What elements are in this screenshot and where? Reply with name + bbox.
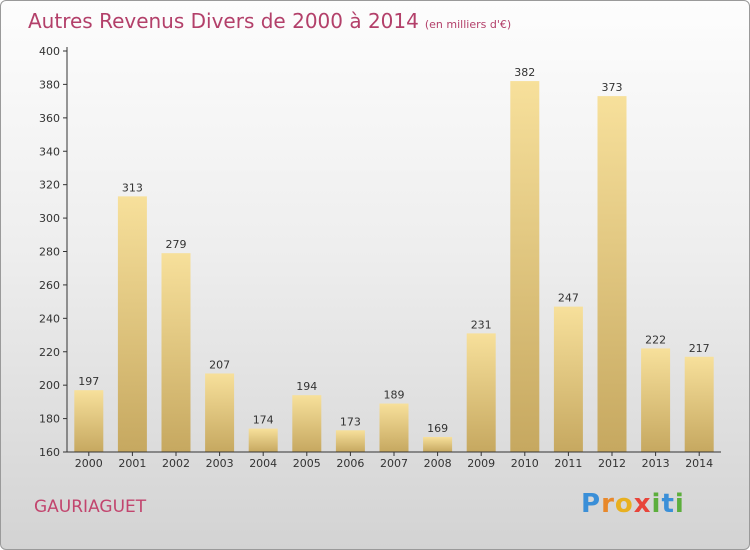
x-axis: 2000 2001 2002 2003 2004 2005 2006 2007 2008 2009… bbox=[67, 451, 721, 470]
y-tick-label: 360 bbox=[39, 112, 60, 125]
x-tick-label: 2001 bbox=[118, 457, 146, 470]
bar-value-label: 194 bbox=[296, 380, 317, 393]
x-tick-label: 2009 bbox=[467, 457, 495, 470]
bar-value-label: 174 bbox=[253, 414, 274, 427]
bar-value-label: 247 bbox=[558, 292, 579, 305]
x-tick-label: 2010 bbox=[511, 457, 539, 470]
commune-name: GAURIAGUET bbox=[34, 497, 147, 517]
bar-value-label: 197 bbox=[78, 375, 99, 388]
bar bbox=[641, 348, 671, 452]
bars: 197 313 279 207 174 194 173 189 169 231 382 247 373 2… bbox=[74, 66, 714, 453]
bar-value-label: 382 bbox=[514, 66, 535, 79]
x-tick-label: 2007 bbox=[380, 457, 408, 470]
bar-value-label: 373 bbox=[602, 81, 623, 94]
bar bbox=[684, 356, 714, 452]
bar bbox=[292, 395, 322, 452]
x-tick-label: 2011 bbox=[554, 457, 582, 470]
x-tick-label: 2012 bbox=[598, 457, 626, 470]
chart-unit: (en milliers d'€) bbox=[424, 18, 512, 31]
y-tick-label: 300 bbox=[39, 212, 60, 225]
bar bbox=[161, 253, 191, 452]
y-tick-label: 400 bbox=[39, 45, 60, 58]
x-tick-label: 2014 bbox=[685, 457, 713, 470]
bar-value-label: 189 bbox=[384, 389, 405, 402]
y-tick-label: 220 bbox=[39, 346, 60, 359]
y-tick-label: 320 bbox=[39, 179, 60, 192]
bar bbox=[379, 403, 409, 452]
y-tick-label: 200 bbox=[39, 379, 60, 392]
bar bbox=[466, 333, 496, 452]
bar bbox=[248, 428, 278, 452]
bar bbox=[335, 430, 365, 452]
bar-value-label: 313 bbox=[122, 181, 143, 194]
proxiti-logo: Proxiti bbox=[581, 489, 685, 519]
bar bbox=[597, 96, 627, 453]
bar-value-label: 217 bbox=[689, 342, 710, 355]
bar bbox=[205, 373, 235, 452]
x-tick-label: 2003 bbox=[206, 457, 234, 470]
y-tick-label: 180 bbox=[39, 413, 60, 426]
x-tick-label: 2008 bbox=[424, 457, 452, 470]
y-tick-label: 160 bbox=[39, 446, 60, 459]
chart-title: Autres Revenus Divers de 2000 à 2014 (en … bbox=[28, 9, 511, 33]
y-tick-label: 380 bbox=[39, 78, 60, 91]
bar bbox=[423, 436, 453, 452]
x-tick-label: 2002 bbox=[162, 457, 190, 470]
bar-value-label: 231 bbox=[471, 318, 492, 331]
x-tick-label: 2005 bbox=[293, 457, 321, 470]
bar bbox=[553, 306, 583, 452]
y-tick-label: 280 bbox=[39, 246, 60, 259]
bar-value-label: 279 bbox=[166, 238, 187, 251]
y-axis: 160 180 200 220 240 260 280 300 320 340 360 380 400 bbox=[39, 45, 68, 459]
x-tick-label: 2000 bbox=[75, 457, 103, 470]
chart-title-text: Autres Revenus Divers de 2000 à 2014 bbox=[28, 9, 419, 33]
x-tick-label: 2006 bbox=[336, 457, 364, 470]
bar bbox=[117, 196, 147, 452]
y-tick-label: 260 bbox=[39, 279, 60, 292]
bar-value-label: 222 bbox=[645, 333, 666, 346]
x-tick-label: 2004 bbox=[249, 457, 277, 470]
bar bbox=[74, 390, 104, 452]
bar-value-label: 173 bbox=[340, 415, 361, 428]
bar bbox=[510, 81, 540, 452]
y-tick-label: 340 bbox=[39, 145, 60, 158]
bar-value-label: 207 bbox=[209, 358, 230, 371]
bar-value-label: 169 bbox=[427, 422, 448, 435]
y-tick-label: 240 bbox=[39, 312, 60, 325]
x-tick-label: 2013 bbox=[642, 457, 670, 470]
